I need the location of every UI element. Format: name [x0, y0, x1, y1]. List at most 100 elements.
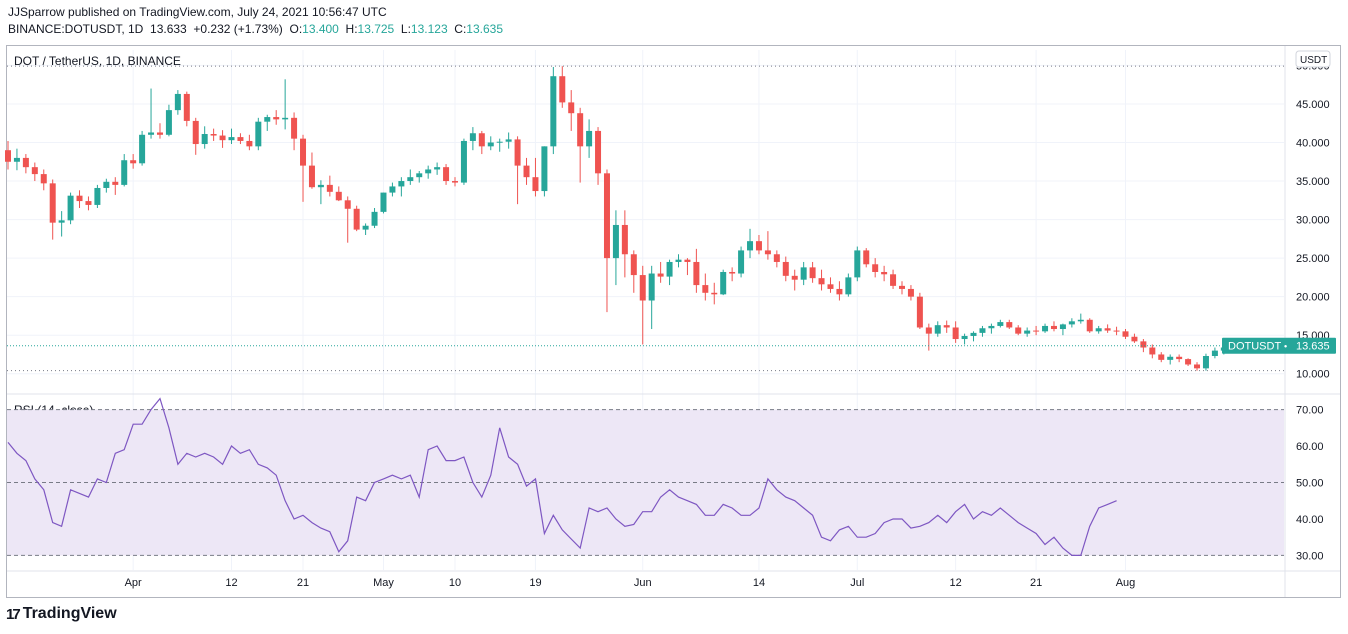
high-value: 13.725: [357, 22, 395, 36]
time-axis-tick-label: 14: [753, 577, 765, 589]
candle-up: [961, 335, 968, 340]
rsi-axis-tick-label: 30.00: [1296, 550, 1324, 562]
candle-down: [246, 140, 253, 147]
candle-down: [702, 285, 709, 293]
candle-down: [943, 325, 950, 328]
low-label: L:: [400, 22, 411, 36]
tradingview-brand: 17 TradingView: [6, 605, 117, 623]
time-axis-tick-label: Aug: [1116, 577, 1136, 589]
candle-down: [657, 273, 664, 277]
candle-down: [630, 254, 637, 276]
candle-up: [487, 142, 494, 147]
candle-down: [1149, 347, 1156, 355]
price-axis-tick-label: 25.000: [1296, 253, 1330, 265]
tradingview-logo-icon: 17: [6, 605, 21, 623]
time-axis-tick-label: Jul: [850, 577, 864, 589]
candle-up: [675, 259, 682, 262]
time-axis-tick-label: 19: [529, 577, 541, 589]
currency-badge[interactable]: [1295, 50, 1331, 68]
candle-down: [603, 173, 610, 259]
price-axis-tick-label: 20.000: [1296, 292, 1330, 304]
candle-down: [872, 264, 879, 272]
candle-down: [773, 254, 780, 262]
candle-down: [326, 184, 333, 192]
candle-down: [1104, 328, 1111, 331]
rsi-line: [7, 397, 1117, 557]
candle-up: [1024, 330, 1031, 334]
candle-down: [755, 241, 762, 251]
candle-up: [460, 140, 467, 183]
candle-down: [335, 191, 342, 201]
candle-down: [890, 274, 897, 286]
price-axis-tick-label: 35.000: [1296, 176, 1330, 188]
candle-up: [979, 328, 986, 333]
high-label: H:: [345, 22, 358, 36]
candle-down: [1185, 359, 1192, 365]
candle-down: [344, 200, 351, 209]
candle-down: [478, 133, 485, 147]
candle-down: [693, 261, 700, 286]
candle-up: [845, 277, 852, 295]
candle-up: [612, 224, 619, 259]
candle-up: [94, 187, 101, 205]
candle-up: [1068, 321, 1075, 325]
last-price-value: 13.635: [1296, 341, 1330, 353]
candle-down: [1086, 319, 1093, 332]
candle-down: [300, 138, 307, 166]
candle-up: [201, 134, 208, 145]
candle-down: [1140, 341, 1147, 348]
candle-up: [67, 195, 74, 221]
candle-up: [362, 225, 369, 230]
close-label: C:: [454, 22, 467, 36]
candle-down: [237, 137, 244, 141]
candle-down: [1050, 325, 1057, 330]
candle-up: [121, 160, 128, 185]
candle-down: [782, 261, 789, 276]
rsi-axis-tick-label: 40.00: [1296, 514, 1324, 526]
candle-up: [1077, 319, 1084, 322]
time-axis-tick-label: Jun: [634, 577, 652, 589]
last-price-separator: •: [1284, 342, 1287, 352]
candle-up: [255, 121, 262, 147]
candle-up: [1042, 325, 1049, 332]
candle-down: [791, 275, 798, 280]
last-price-symbol: DOTUSDT: [1228, 341, 1281, 353]
candle-down: [1033, 330, 1040, 332]
candle-down: [210, 134, 217, 136]
candle-up: [407, 177, 414, 182]
candle-up: [264, 117, 271, 122]
candle-up: [380, 192, 387, 212]
candle-up: [425, 169, 432, 174]
candle-down: [353, 208, 360, 230]
candle-up: [103, 181, 110, 188]
time-axis-tick-label: May: [373, 577, 394, 589]
candle-up: [1202, 356, 1209, 369]
price-axis-tick-label: 45.000: [1296, 99, 1330, 111]
candle-up: [997, 322, 1004, 326]
candle-down: [291, 117, 298, 139]
candle-up: [505, 139, 512, 142]
candle-up: [416, 173, 423, 178]
chart-frame: [6, 45, 1341, 598]
candle-down: [514, 139, 521, 166]
candle-down: [836, 288, 843, 295]
candle-down: [621, 224, 628, 255]
candle-up: [800, 267, 807, 280]
candle-down: [827, 284, 834, 289]
candle-up: [738, 250, 745, 274]
candle-down: [809, 267, 816, 279]
close-value: 13.635: [466, 22, 503, 36]
candle-up: [317, 184, 324, 188]
candle-up: [1167, 356, 1174, 360]
candle-down: [863, 250, 870, 265]
open-label: O:: [289, 22, 303, 36]
candle-down: [1131, 336, 1138, 342]
candle-up: [550, 76, 557, 147]
candle-down: [130, 160, 137, 164]
brand-name: TradingView: [22, 605, 117, 622]
candle-up: [934, 325, 941, 334]
candle-down: [5, 150, 11, 162]
candle-down: [1006, 322, 1013, 328]
candle-down: [568, 102, 575, 114]
